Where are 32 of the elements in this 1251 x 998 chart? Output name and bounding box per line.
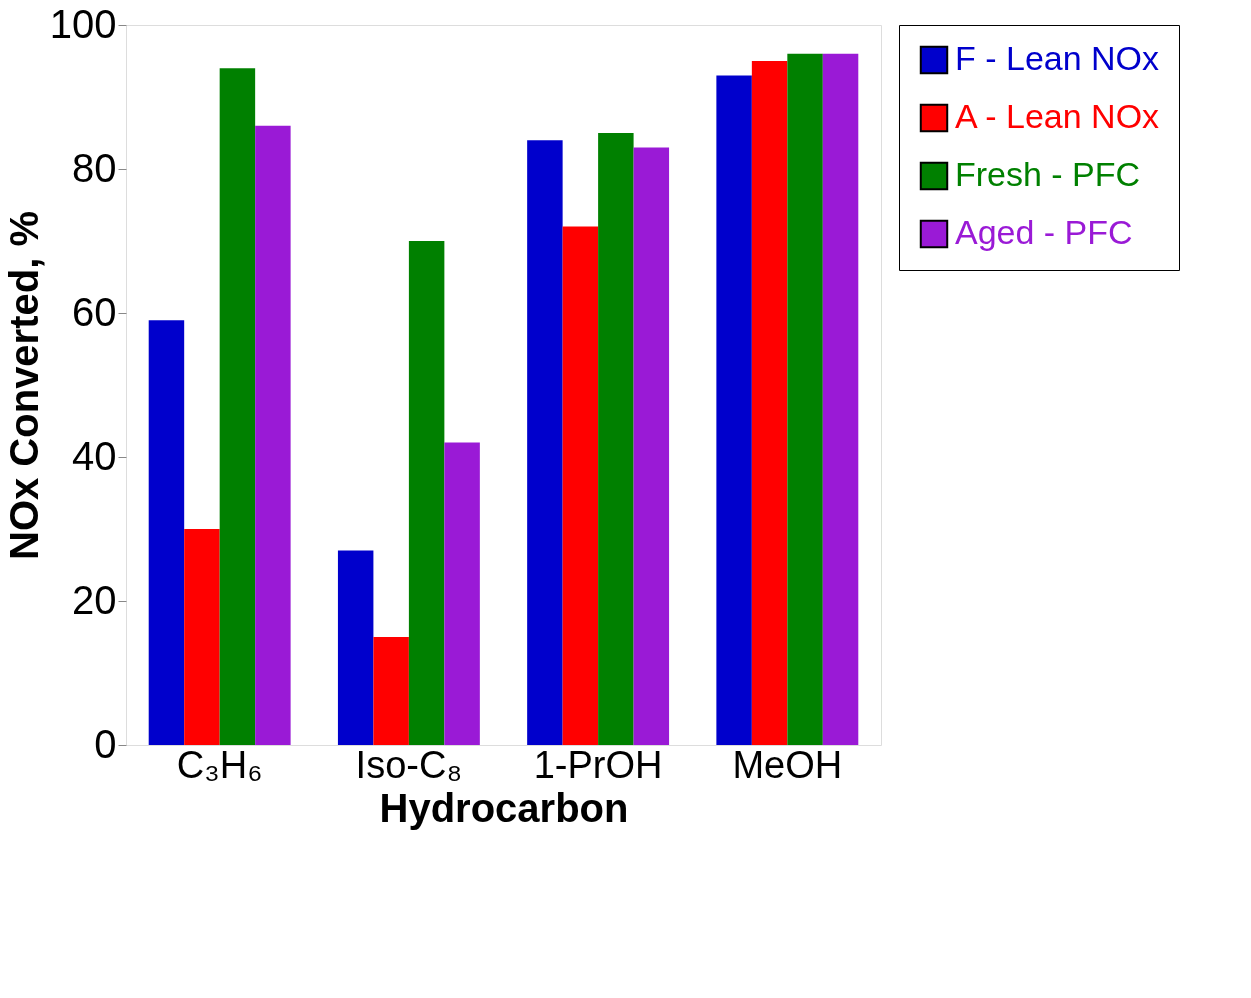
bar	[598, 133, 634, 745]
y-tick-label: 0	[94, 721, 117, 766]
x-axis-title: Hydrocarbon	[379, 785, 629, 830]
legend-label: Fresh - PFC	[955, 155, 1141, 193]
bar	[787, 53, 823, 745]
bar	[751, 61, 788, 745]
y-axis-title: NOx Converted, %	[1, 211, 46, 560]
y-tick-label: 100	[49, 1, 117, 46]
x-tick-label: C₃H₆	[176, 743, 263, 786]
y-tick-label: 40	[72, 433, 117, 478]
x-tick-label: Iso-C₈	[355, 743, 463, 786]
x-tick-label: 1-PrOH	[533, 743, 663, 786]
bar	[337, 550, 374, 745]
x-tick-label: MeOH	[732, 743, 843, 786]
legend-label: F - Lean NOx	[955, 39, 1160, 77]
bar	[822, 53, 859, 745]
y-tick-label: 20	[72, 577, 117, 622]
bar	[148, 320, 185, 745]
bar	[184, 529, 220, 745]
bar	[716, 75, 752, 745]
bar	[219, 68, 256, 745]
bar	[562, 226, 599, 745]
bar	[408, 241, 445, 745]
bar	[633, 147, 670, 745]
legend-label: Aged - PFC	[955, 213, 1133, 251]
y-tick-label: 80	[72, 145, 117, 190]
bar	[527, 140, 563, 745]
bar	[373, 637, 409, 745]
y-tick-label: 60	[72, 289, 117, 334]
bar	[255, 125, 291, 745]
legend-label: A - Lean NOx	[955, 97, 1160, 135]
bar	[444, 442, 480, 745]
